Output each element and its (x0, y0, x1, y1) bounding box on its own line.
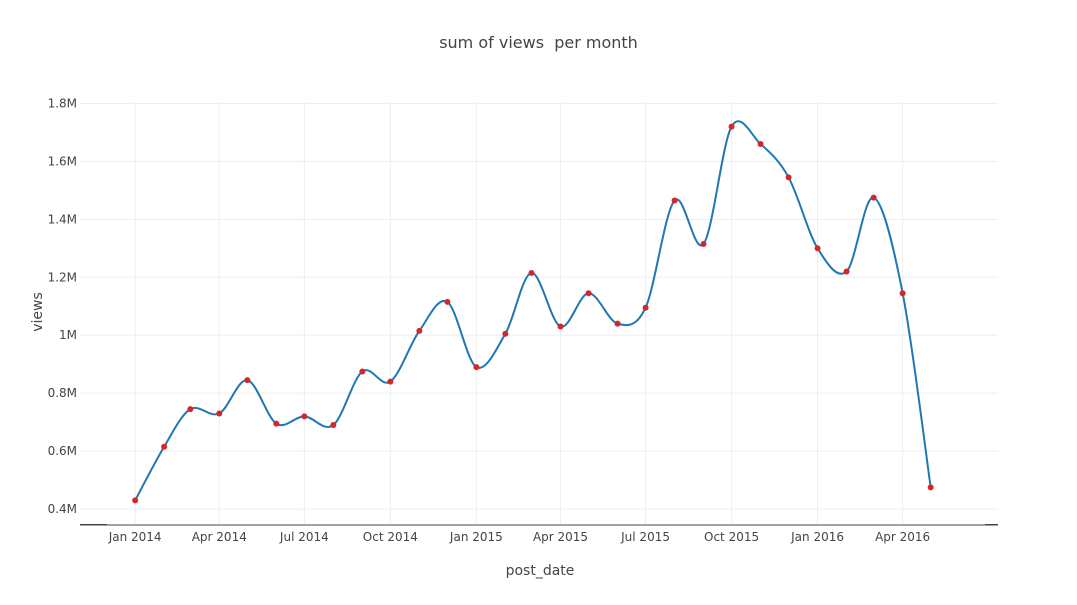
x-axis-label: post_date (505, 563, 575, 579)
data-point (444, 298, 451, 305)
data-point (330, 422, 337, 429)
data-point (814, 245, 821, 252)
data-point (927, 484, 934, 491)
y-tick-label: 0.8M (48, 386, 77, 400)
data-point (273, 420, 280, 427)
data-point (870, 194, 877, 201)
x-tick-label: Jul 2014 (279, 530, 329, 544)
grid-lines (80, 102, 998, 525)
x-tick-label: Oct 2015 (704, 530, 759, 544)
x-tick-label: Apr 2016 (875, 530, 930, 544)
x-tick-label: Jan 2016 (790, 530, 844, 544)
y-tick-label: 0.4M (48, 502, 77, 516)
tick-labels: Jan 2014 Apr 2014 Jul 2014 Oct 2014 Jan 2015… (48, 96, 931, 544)
x-tick-label: Jul 2015 (620, 530, 670, 544)
series-line (134, 120, 932, 501)
y-tick-label: 0.6M (48, 444, 77, 458)
data-point (301, 413, 308, 420)
data-point (585, 290, 592, 297)
y-tick-label: 1.8M (48, 96, 77, 110)
x-tick-label: Oct 2014 (363, 530, 418, 544)
x-tick-label: Jan 2014 (108, 530, 162, 544)
y-tick-label: 1.4M (48, 212, 77, 226)
data-point (671, 197, 678, 204)
data-point (216, 410, 223, 417)
x-tick-label: Jan 2015 (449, 530, 503, 544)
y-tick-label: 1M (59, 328, 77, 342)
data-point (614, 320, 621, 327)
data-point (728, 123, 735, 130)
series-lines (134, 120, 932, 501)
axes (80, 524, 998, 526)
data-point (843, 268, 850, 275)
data-point (187, 406, 194, 413)
data-point (132, 497, 139, 504)
data-point (387, 378, 394, 385)
data-point (757, 141, 764, 148)
data-point (359, 368, 366, 375)
data-point (899, 290, 906, 297)
data-point (416, 327, 423, 334)
data-point (700, 240, 707, 247)
data-point (244, 377, 251, 384)
x-tick-label: Apr 2014 (192, 530, 247, 544)
data-point (528, 269, 535, 276)
chart-title: sum of views per month (439, 33, 638, 52)
y-tick-label: 1.2M (48, 270, 77, 284)
y-axis-label: views (30, 292, 46, 332)
data-point (502, 330, 509, 337)
data-point (785, 174, 792, 181)
series-markers (132, 123, 934, 504)
x-tick-label: Apr 2015 (533, 530, 588, 544)
data-point (161, 443, 168, 450)
data-point (557, 323, 564, 330)
data-point (473, 364, 480, 371)
data-point (642, 304, 649, 311)
y-tick-label: 1.6M (48, 154, 77, 168)
